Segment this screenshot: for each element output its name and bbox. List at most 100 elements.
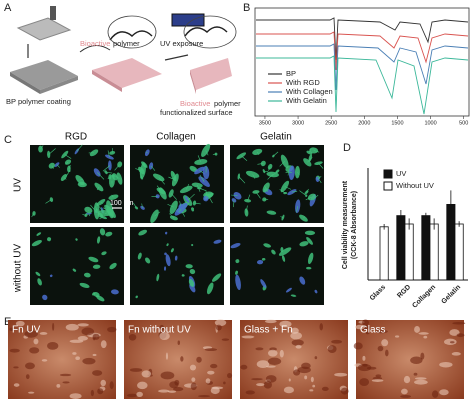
cell-process (187, 198, 191, 200)
stain-spot (167, 390, 177, 393)
stain-spot (15, 320, 25, 327)
cell (145, 257, 151, 264)
cell-process (79, 178, 83, 181)
cell (256, 260, 264, 265)
stain-spot (9, 348, 20, 353)
cell (47, 237, 52, 242)
stain-spot (279, 349, 284, 358)
stain-spot (290, 332, 302, 340)
cell (101, 251, 107, 256)
cell (281, 255, 286, 262)
cell-process (297, 171, 300, 176)
stain-spot (309, 389, 314, 392)
cell-process (96, 172, 105, 180)
stained-image (124, 319, 233, 399)
stain-spot (256, 383, 265, 387)
stain-spot (319, 323, 324, 331)
cell-process (141, 203, 143, 208)
stain-spot (221, 338, 230, 341)
cell (42, 294, 48, 301)
legend-label: Without UV (396, 181, 434, 190)
stain-spot (340, 387, 349, 395)
coating-label: BP polymer coating (6, 97, 71, 106)
cell (137, 252, 142, 260)
stain-spot (265, 365, 276, 368)
stain-spot (362, 363, 368, 367)
stain-spot (452, 321, 466, 325)
cell (188, 279, 195, 287)
stain-spot (304, 375, 308, 380)
stain-spot (385, 349, 389, 357)
plot-frame (254, 7, 470, 117)
stain-spot (353, 342, 363, 350)
cell-process (76, 144, 83, 152)
panel-letter: A (4, 2, 12, 14)
cell (35, 271, 41, 277)
cell-process (263, 170, 269, 172)
image-label: Fn UV (12, 325, 41, 336)
cell-process (205, 150, 209, 156)
surface-label: functionalized surface (160, 108, 233, 117)
stain-spot (371, 379, 384, 382)
cell-process (299, 190, 307, 196)
stain-spot (9, 327, 14, 332)
stain-spot (204, 348, 218, 352)
cell-process (113, 174, 120, 179)
legend-label: BP (286, 69, 296, 78)
stain-spot (240, 364, 248, 370)
stain-spot (414, 379, 428, 385)
stain-spot (141, 370, 152, 378)
stain-spot (283, 386, 294, 394)
legend-label: UV (396, 169, 406, 178)
stain-spot (97, 388, 104, 395)
cell-process (199, 187, 206, 191)
cell (83, 272, 91, 278)
cell (96, 236, 101, 244)
stain-spot (394, 335, 400, 338)
stain-spot (69, 393, 82, 399)
micrograph (130, 143, 224, 223)
x-tick-label: Glass (369, 284, 388, 303)
stain-spot (413, 372, 418, 376)
stain-spot (291, 339, 304, 346)
stain-spot (255, 347, 264, 351)
stain-spot (211, 386, 224, 390)
cell (165, 254, 171, 267)
stain-spot (227, 372, 233, 379)
cell-process (64, 154, 72, 159)
cell-process (296, 206, 298, 213)
stain-spot (189, 364, 197, 371)
cell-process (192, 207, 195, 210)
cell-process (45, 199, 52, 204)
cell-process (111, 194, 114, 198)
cell (36, 232, 41, 236)
stain-spot (52, 322, 55, 331)
stain-spot (25, 374, 30, 380)
stain-spot (251, 378, 263, 381)
cell (138, 229, 148, 236)
cell-process (154, 211, 161, 217)
x-tick-label: Gelatin (440, 284, 462, 306)
cell-process (68, 164, 71, 169)
cell (174, 255, 178, 261)
stain-spot (312, 384, 316, 388)
cell-process (82, 214, 87, 216)
cell (79, 282, 90, 289)
panel-letter: D (343, 142, 351, 154)
cell (191, 244, 194, 247)
cell-process (246, 205, 248, 213)
image-label: Fn without UV (128, 325, 191, 336)
cell (110, 289, 119, 295)
cell-process (271, 171, 278, 177)
x-tick-label: 1000 (424, 120, 436, 126)
stain-spot (314, 356, 318, 360)
stain-spot (214, 319, 227, 327)
cell-process (31, 213, 35, 218)
cell-process (107, 176, 111, 179)
stain-spot (165, 352, 169, 360)
stain-spot (290, 327, 299, 334)
polymer-label: polymer (113, 39, 140, 48)
cell (185, 264, 193, 269)
cell-process (56, 164, 60, 168)
cell (260, 279, 267, 288)
